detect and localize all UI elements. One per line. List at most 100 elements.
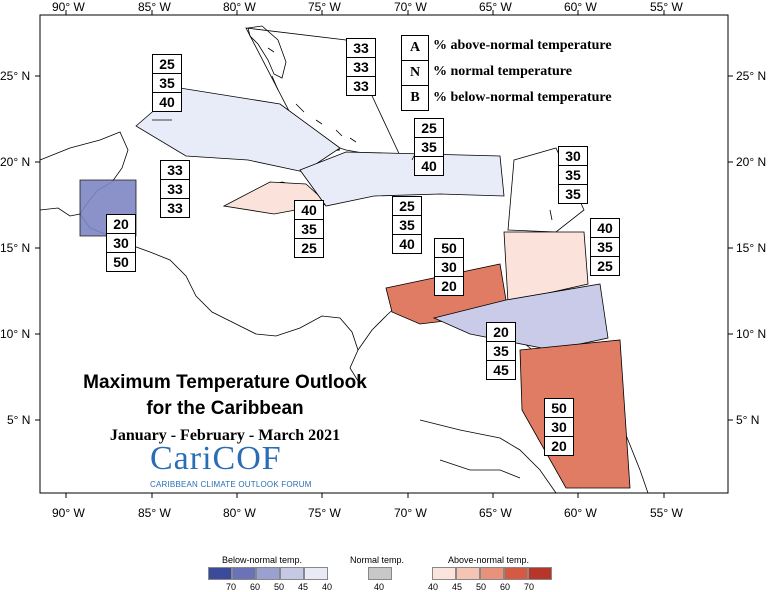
lon-label-top-7: 55° W xyxy=(650,0,683,14)
prob-normal: 35 xyxy=(415,138,443,157)
lat-label-right-0: 25° N xyxy=(736,69,767,83)
prob-below: 35 xyxy=(565,186,581,202)
map-title-line1: Maximum Temperature Outlook xyxy=(83,372,367,393)
mexico-gulf-outline xyxy=(39,207,81,217)
legend-tick-below-45: 45 xyxy=(298,582,309,592)
lat-label-left-2: 15° N xyxy=(0,241,31,255)
prob-below: 20 xyxy=(441,278,457,294)
lat-label-right-2: 15° N xyxy=(736,241,767,255)
prob-box-jamaica: 40 35 25 xyxy=(294,200,324,258)
florida-outline xyxy=(247,25,287,79)
legend-tick-below-40: 40 xyxy=(322,582,333,592)
prob-normal: 35 xyxy=(393,216,421,235)
legend-tick-below-50: 50 xyxy=(274,582,285,592)
prob-normal: 33 xyxy=(347,58,375,77)
key-label-below: % below-normal temperature xyxy=(433,90,612,105)
lon-label-bottom-3: 75° W xyxy=(308,506,341,520)
legend-swatch-below-45 xyxy=(280,567,304,580)
prob-above: 40 xyxy=(295,201,323,220)
key-label-above: % above-normal temperature xyxy=(433,38,612,53)
prob-box-cayman: 33 33 33 xyxy=(160,160,190,218)
legend-swatch-below-70 xyxy=(208,567,232,580)
legend-swatch-below-60 xyxy=(232,567,256,580)
legend-swatch-above-40 xyxy=(432,567,456,580)
map-title-line2: for the Caribbean xyxy=(146,398,304,419)
legend-above-title: Above-normal temp. xyxy=(448,555,530,565)
lat-label-left-3: 10° N xyxy=(0,327,31,341)
lon-label-bottom-0: 90° W xyxy=(52,506,85,520)
prob-box-north-atlantic-islands: 30 35 35 xyxy=(558,146,588,204)
region-trinidad xyxy=(432,283,609,351)
prob-normal: 30 xyxy=(435,258,463,277)
prob-below: 40 xyxy=(399,236,415,252)
south-america-interior xyxy=(419,419,557,494)
legend-swatch-above-45 xyxy=(456,567,480,580)
central-america-outline xyxy=(39,131,361,385)
legend-swatch-normal xyxy=(368,567,392,580)
prob-below: 40 xyxy=(159,94,175,110)
prob-above: 33 xyxy=(347,39,375,58)
legend-tick-above-45: 45 xyxy=(452,582,463,592)
key-label-normal: % normal temperature xyxy=(433,64,572,79)
legend-tick-below-70: 70 xyxy=(226,582,237,592)
bahamas-islands xyxy=(267,47,357,143)
prob-below: 20 xyxy=(551,438,567,454)
legend-tick-above-70: 70 xyxy=(524,582,535,592)
prob-above: 20 xyxy=(487,323,515,342)
prob-above: 33 xyxy=(161,161,189,180)
prob-box-cuba: 25 35 40 xyxy=(152,54,182,112)
prob-box-guianas: 50 30 20 xyxy=(544,398,574,456)
legend-tick-below-60: 60 xyxy=(250,582,261,592)
prob-above: 25 xyxy=(415,119,443,138)
caricof-logo: CariCOF xyxy=(150,440,282,477)
lon-label-bottom-5: 65° W xyxy=(479,506,512,520)
lon-label-bottom-6: 60° W xyxy=(564,506,597,520)
prob-below: 40 xyxy=(421,158,437,174)
lon-label-top-1: 85° W xyxy=(138,0,171,14)
key-letter-normal: N xyxy=(402,61,428,86)
lon-label-top-4: 70° W xyxy=(394,0,427,14)
prob-above: 50 xyxy=(545,399,573,418)
prob-normal: 35 xyxy=(153,74,181,93)
lon-label-top-6: 60° W xyxy=(564,0,597,14)
prob-box-trinidad: 20 35 45 xyxy=(486,322,516,380)
legend-normal-title: Normal temp. xyxy=(350,555,405,565)
prob-below: 45 xyxy=(493,362,509,378)
lon-label-top-3: 75° W xyxy=(308,0,341,14)
legend-swatch-above-70 xyxy=(528,567,552,580)
legend-tick-above-50: 50 xyxy=(476,582,487,592)
map-subtitle: January - February - March 2021 xyxy=(109,427,341,444)
prob-box-northern-lesser-antilles: 25 35 40 xyxy=(414,118,444,176)
key-letter-above: A xyxy=(402,36,428,61)
prob-box-belize: 20 30 50 xyxy=(106,214,136,272)
prob-normal: 35 xyxy=(295,220,323,239)
lat-label-left-4: 5° N xyxy=(7,413,31,427)
prob-below: 25 xyxy=(301,240,317,256)
region-windward-islands xyxy=(503,231,589,303)
prob-normal: 30 xyxy=(545,418,573,437)
prob-box-windward-islands: 40 35 25 xyxy=(590,218,620,276)
prob-below: 33 xyxy=(167,200,183,216)
prob-normal: 35 xyxy=(591,238,619,257)
legend-swatch-below-40 xyxy=(304,567,328,580)
axis-ticks xyxy=(35,10,733,498)
lon-label-bottom-7: 55° W xyxy=(650,506,683,520)
legend-tick-above-40: 40 xyxy=(428,582,439,592)
prob-below: 50 xyxy=(113,254,129,270)
prob-below: 33 xyxy=(353,78,369,94)
lon-label-bottom-2: 80° W xyxy=(223,506,256,520)
legend-swatch-above-50 xyxy=(480,567,504,580)
lon-label-bottom-4: 70° W xyxy=(394,506,427,520)
prob-above: 40 xyxy=(591,219,619,238)
prob-above: 20 xyxy=(107,215,135,234)
lat-label-left-0: 25° N xyxy=(0,69,31,83)
river-outline xyxy=(439,459,521,479)
prob-normal: 33 xyxy=(161,180,189,199)
lat-label-right-1: 20° N xyxy=(736,155,767,169)
region-hispaniola-pr xyxy=(299,151,505,207)
prob-normal: 35 xyxy=(487,342,515,361)
region-cuba xyxy=(135,87,341,173)
lat-label-left-1: 20° N xyxy=(0,155,31,169)
lon-label-top-2: 80° W xyxy=(223,0,256,14)
